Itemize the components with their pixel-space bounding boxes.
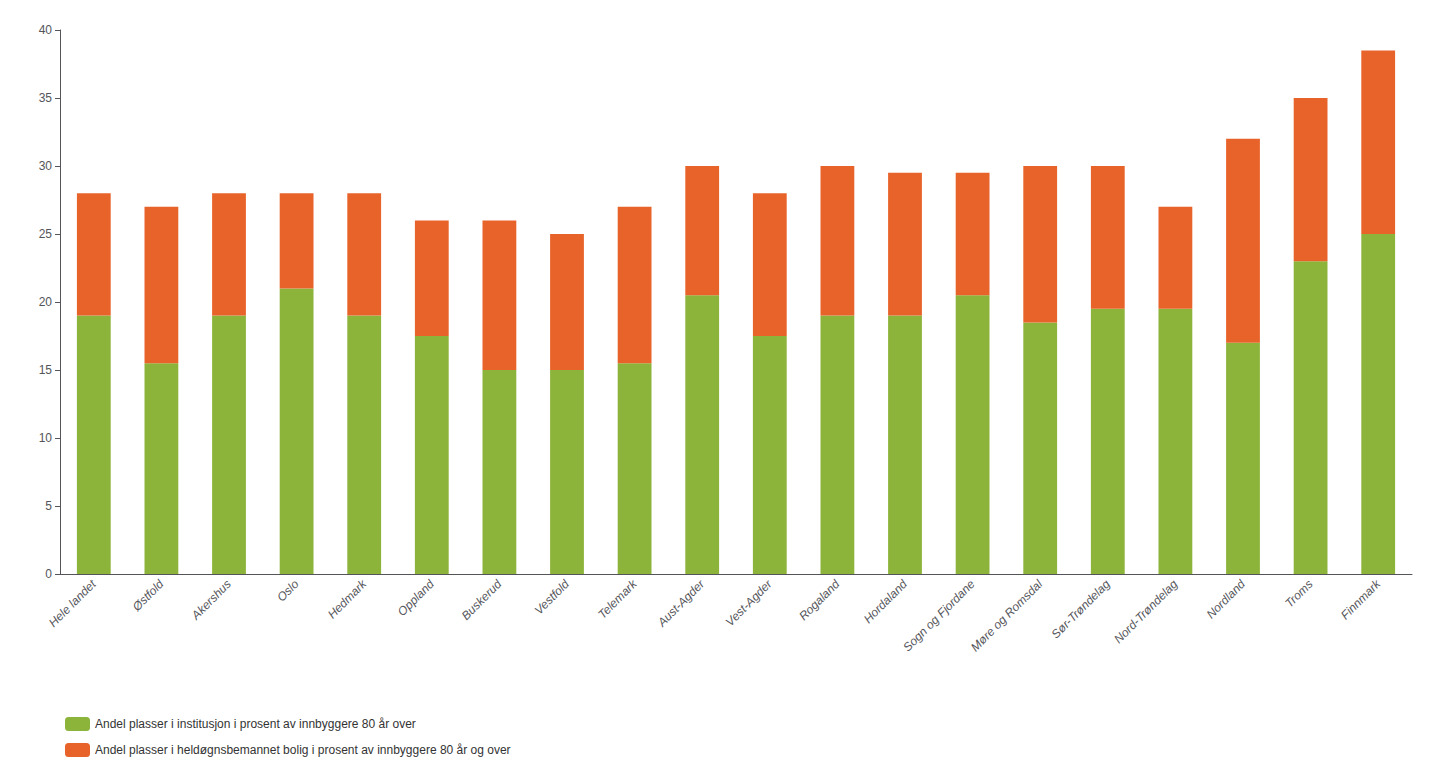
svg-text:Vest-Agder: Vest-Agder bbox=[723, 576, 776, 629]
svg-text:Oppland: Oppland bbox=[395, 577, 437, 619]
svg-text:Akershus: Akershus bbox=[188, 577, 234, 623]
svg-text:Sør-Trøndelag: Sør-Trøndelag bbox=[1049, 577, 1113, 641]
svg-text:Rogaland: Rogaland bbox=[796, 577, 842, 623]
svg-text:Nord-Trøndelag: Nord-Trøndelag bbox=[1111, 577, 1180, 646]
svg-text:Buskerud: Buskerud bbox=[459, 577, 505, 623]
svg-text:Hele landet: Hele landet bbox=[46, 577, 99, 630]
svg-text:Vestfold: Vestfold bbox=[532, 577, 572, 617]
svg-text:25: 25 bbox=[39, 227, 53, 241]
svg-text:20: 20 bbox=[39, 295, 53, 309]
svg-text:Østfold: Østfold bbox=[129, 577, 167, 615]
svg-text:Finnmark: Finnmark bbox=[1338, 576, 1384, 622]
svg-text:Møre og Romsdal: Møre og Romsdal bbox=[968, 577, 1045, 654]
svg-text:35: 35 bbox=[39, 91, 53, 105]
svg-text:Troms: Troms bbox=[1282, 577, 1315, 610]
svg-text:Hordaland: Hordaland bbox=[861, 577, 910, 626]
svg-text:15: 15 bbox=[39, 363, 53, 377]
svg-text:Oslo: Oslo bbox=[274, 577, 302, 605]
svg-text:30: 30 bbox=[39, 159, 53, 173]
svg-text:0: 0 bbox=[45, 567, 52, 581]
svg-text:Andel plasser i institusjon i: Andel plasser i institusjon i prosent av… bbox=[95, 717, 416, 731]
svg-text:Aust-Agder: Aust-Agder bbox=[654, 576, 708, 630]
svg-text:Andel plasser i heldøgnsbemann: Andel plasser i heldøgnsbemannet bolig i… bbox=[95, 743, 511, 757]
svg-text:Hedmark: Hedmark bbox=[325, 576, 370, 621]
svg-text:Sogn og Fjordane: Sogn og Fjordane bbox=[900, 577, 978, 655]
svg-text:Telemark: Telemark bbox=[595, 576, 640, 621]
svg-text:Nordland: Nordland bbox=[1204, 577, 1249, 622]
svg-text:5: 5 bbox=[45, 499, 52, 513]
svg-text:10: 10 bbox=[39, 431, 53, 445]
svg-text:40: 40 bbox=[39, 23, 53, 37]
